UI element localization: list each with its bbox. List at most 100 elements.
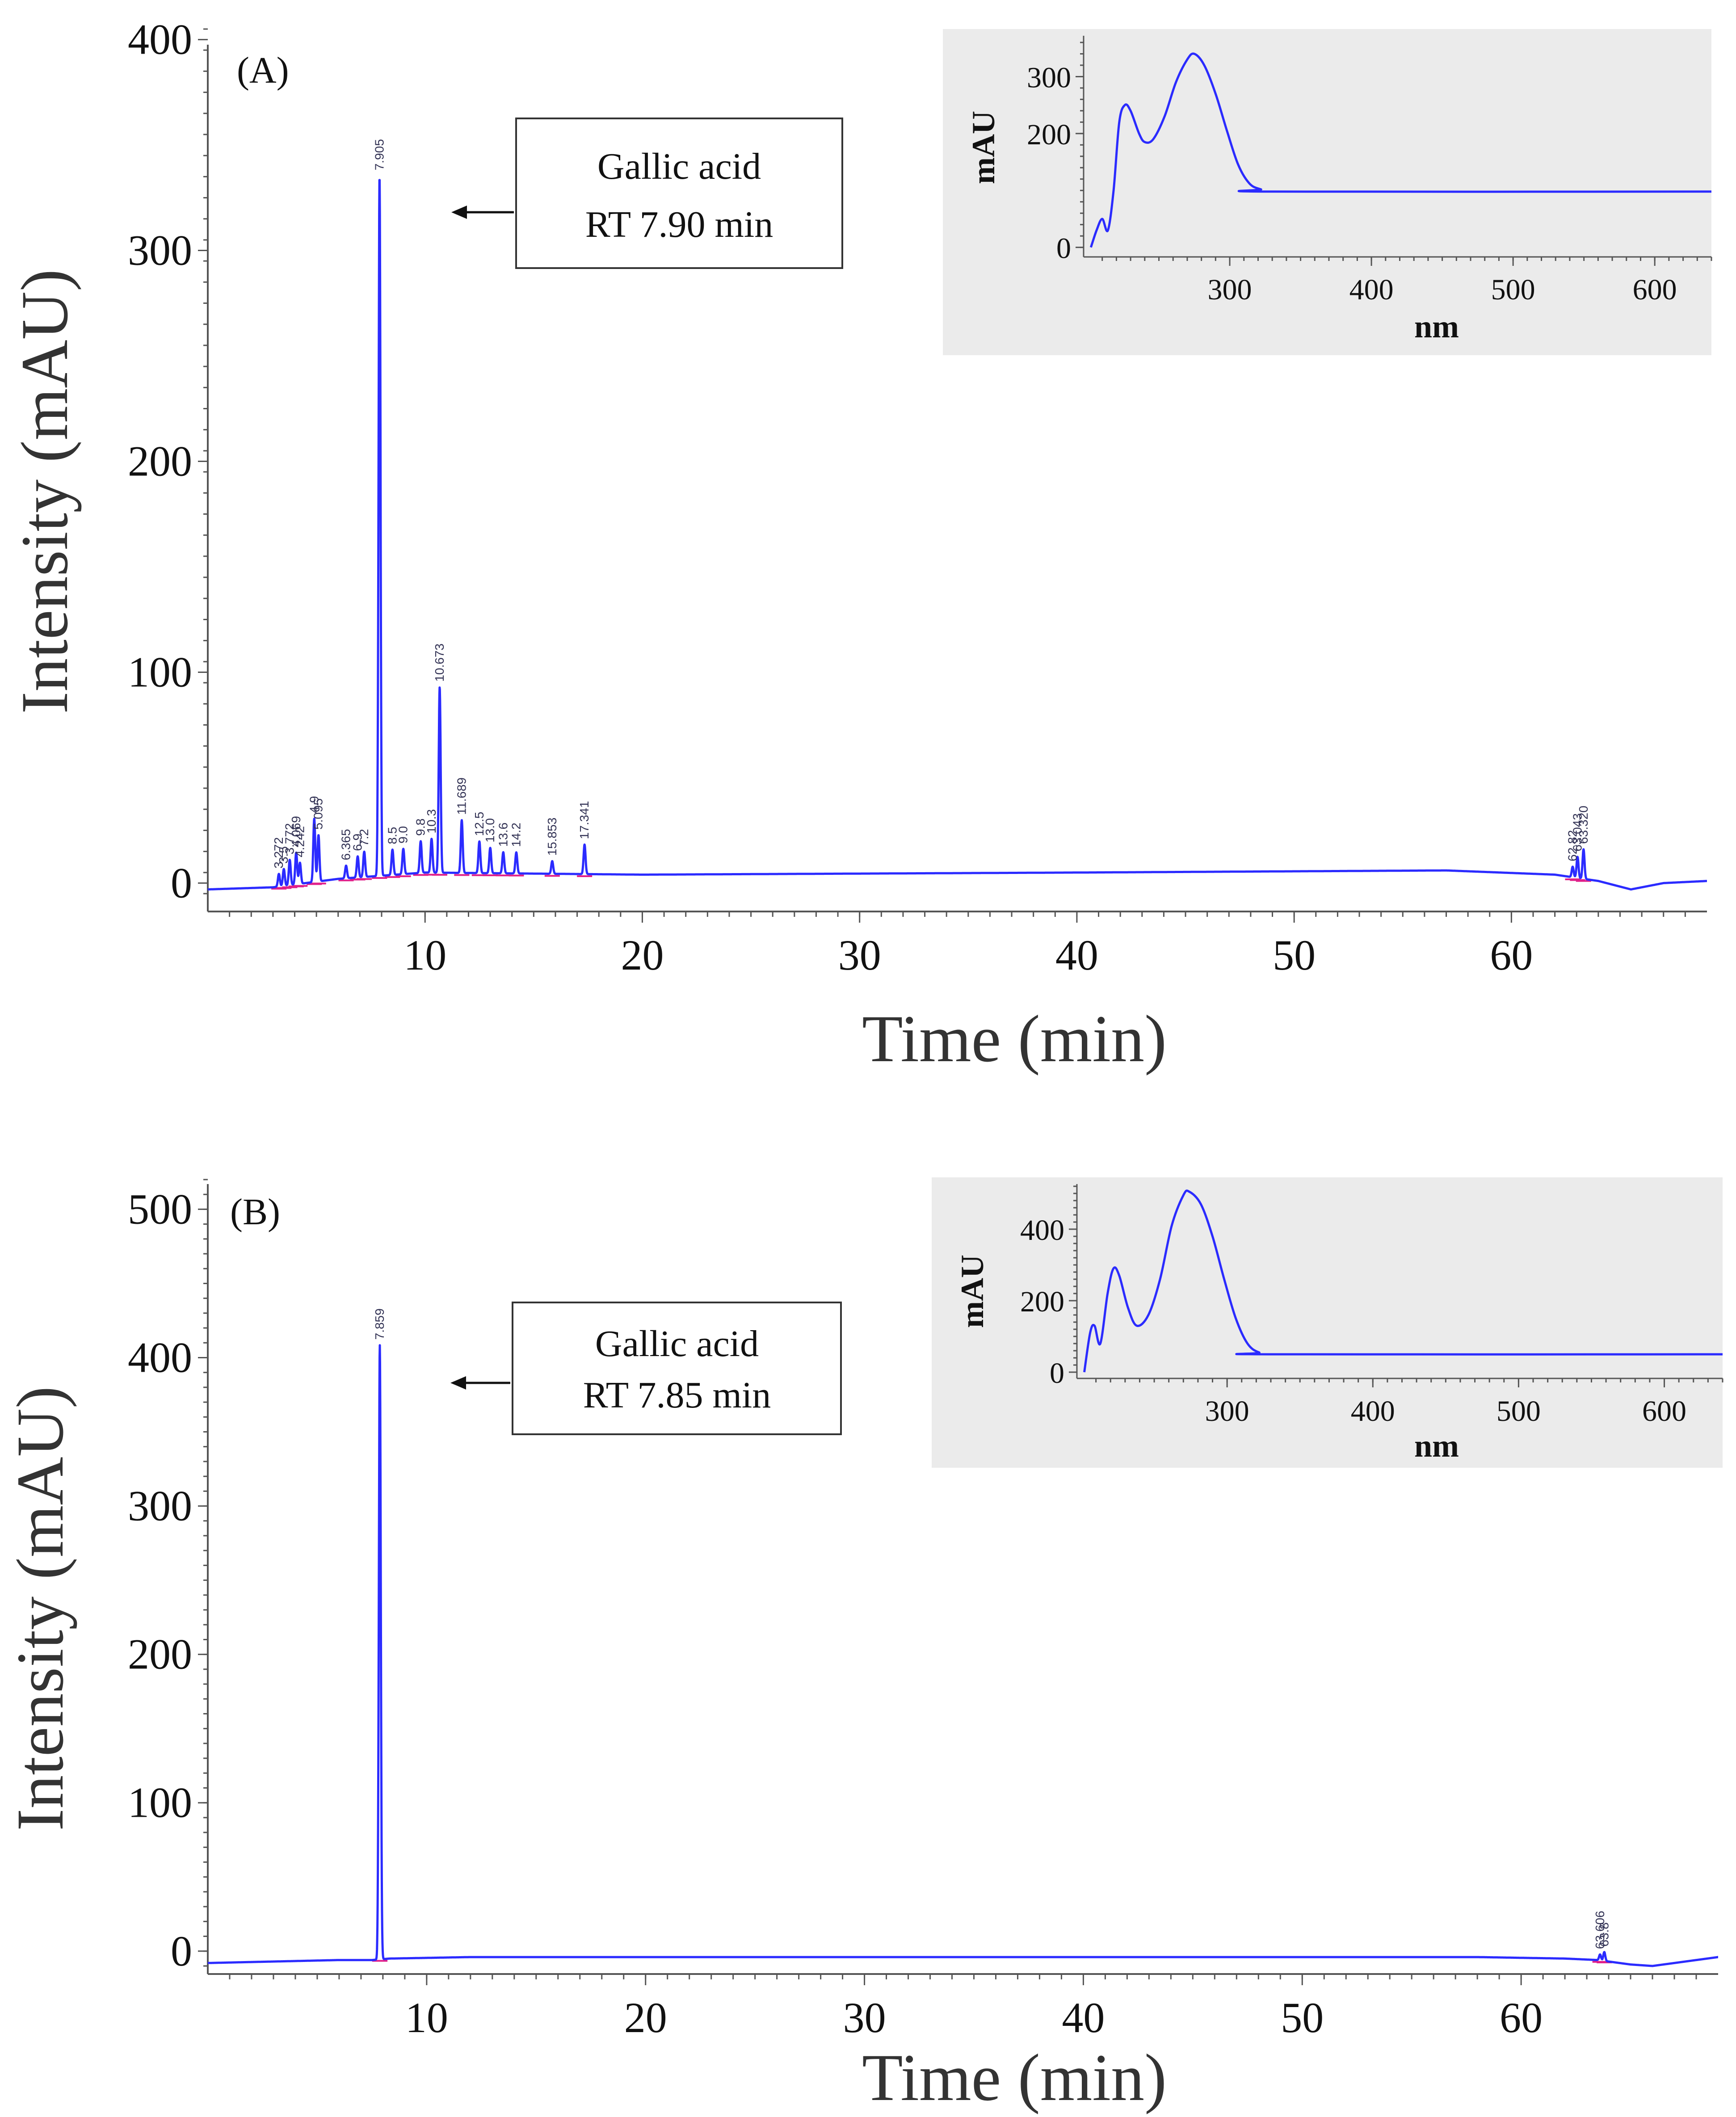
peak-rt-label: 4.242	[293, 826, 307, 857]
y-tick-label: 100	[128, 648, 192, 696]
panel-a-peak-labels: 3.2723.53.7724.0694.2424.95.0956.3656.97…	[272, 139, 1590, 869]
peak-rt-label: 14.2	[509, 823, 523, 847]
inset-y-tick-label: 0	[1056, 232, 1071, 265]
peak-rt-label: 4.9	[307, 796, 321, 813]
peak-rt-label: 8.5	[385, 827, 399, 844]
panel-a-y-label: Intensity (mAU)	[8, 269, 82, 714]
panel-b-inset-x-label: nm	[1414, 1428, 1459, 1464]
y-tick-label: 100	[128, 1779, 192, 1827]
y-tick-label: 0	[171, 1927, 192, 1975]
y-tick-label: 200	[128, 1630, 192, 1678]
peak-rt-label: 12.5	[472, 812, 486, 836]
inset-x-tick-label: 300	[1208, 273, 1252, 306]
panel-b-integration-baselines	[372, 1960, 1612, 1964]
peak-rt-label: 13.6	[496, 823, 510, 847]
inset-x-tick-label: 600	[1633, 273, 1677, 306]
panel-b-annotation-line-1: Gallic acid	[595, 1323, 759, 1365]
panel-a-inset-y-ticks: 0 200 300	[1027, 42, 1084, 265]
panel-b-trace	[207, 1344, 1719, 1967]
panel-b-label: (B)	[230, 1191, 280, 1233]
peak-rt-label: 3.272	[272, 837, 286, 869]
peak-rt-label: 17.341	[577, 801, 591, 840]
x-tick-label: 10	[404, 931, 446, 979]
inset-x-tick-label: 300	[1205, 1395, 1249, 1428]
inset-x-tick-label: 500	[1496, 1395, 1541, 1428]
x-tick-label: 60	[1490, 931, 1533, 979]
y-tick-label: 300	[128, 227, 192, 274]
peak-rt-label: 63.320	[1576, 806, 1590, 844]
x-tick-label: 40	[1055, 931, 1098, 979]
y-tick-label: 0	[171, 859, 192, 907]
peak-rt-label: 63.8	[1597, 1922, 1611, 1947]
panel-a-x-ticks: 10 20 30 40 50 60	[229, 911, 1686, 979]
panel-a-annotation-arrowhead	[451, 206, 467, 219]
peak-rt-label: 7.2	[357, 829, 371, 846]
panel-b-inset-spectrum	[1083, 1189, 1723, 1373]
panel-a-inset-y-label: mAU	[966, 111, 1001, 184]
inset-x-tick-label: 400	[1351, 1395, 1395, 1428]
peak-rt-label: 7.905	[372, 139, 386, 170]
panel-b-y-label: Intensity (mAU)	[3, 1386, 77, 1831]
x-tick-label: 30	[843, 1994, 886, 2041]
x-tick-label: 50	[1273, 931, 1316, 979]
y-tick-label: 300	[128, 1482, 192, 1530]
y-tick-label: 500	[128, 1185, 192, 1233]
peak-rt-label: 10.3	[425, 809, 438, 834]
x-tick-label: 20	[621, 931, 664, 979]
y-tick-label: 400	[128, 16, 192, 63]
inset-x-tick-label: 400	[1349, 273, 1394, 306]
panel-a-trace	[207, 179, 1708, 891]
inset-y-tick-label: 400	[1020, 1214, 1064, 1247]
panel-a-inset-x-ticks: 300 400 500 600	[1101, 257, 1712, 306]
panel-b-x-ticks: 10 20 30 40 50 60	[229, 1974, 1697, 2041]
panel-b-annotation-box	[512, 1302, 842, 1435]
panel-a-inset-spectrum	[1089, 52, 1712, 248]
x-tick-label: 50	[1281, 1994, 1324, 2041]
peak-rt-label: 10.673	[433, 643, 446, 682]
y-tick-label: 200	[128, 437, 192, 485]
chromatogram-a: (A) 0 100 200 300 400 10 20 30 40 50 60 Intensity…	[8, 16, 1712, 1076]
panel-a-integration-baselines	[271, 874, 1591, 890]
inset-x-tick-label: 600	[1642, 1395, 1686, 1428]
x-tick-label: 40	[1062, 1994, 1105, 2041]
inset-y-tick-label: 300	[1027, 61, 1071, 94]
peak-rt-label: 63.606	[1593, 1911, 1607, 1949]
y-tick-label: 400	[128, 1333, 192, 1381]
panel-a-y-ticks: 0 100 200 300 400	[128, 16, 208, 907]
panel-a-inset-x-label: nm	[1414, 309, 1459, 344]
peak-rt-label: 7.859	[373, 1308, 387, 1340]
panel-a-annotation: Gallic acid RT 7.90 min	[451, 118, 843, 269]
panel-a-annotation-box	[515, 118, 843, 269]
peak-rt-label: 11.689	[454, 777, 468, 815]
inset-y-tick-label: 0	[1050, 1357, 1064, 1390]
peak-rt-label: 62.82	[1566, 830, 1580, 861]
peak-rt-label: 9.0	[396, 826, 410, 844]
panel-b-inset-background	[932, 1177, 1723, 1468]
peak-rt-label: 3.772	[282, 823, 296, 854]
peak-rt-label: 4.069	[289, 816, 303, 847]
peak-rt-label: 6.9	[351, 834, 365, 851]
peak-rt-label: 63.043	[1570, 813, 1584, 852]
panel-b-inset-y-label: mAU	[954, 1255, 990, 1328]
x-tick-label: 10	[405, 1994, 448, 2041]
panel-b-x-label: Time (min)	[862, 2041, 1167, 2115]
peak-rt-label: 3.5	[277, 846, 290, 864]
x-tick-label: 30	[838, 931, 881, 979]
inset-y-tick-label: 200	[1027, 118, 1071, 151]
panel-b-annotation-line-2: RT 7.85 min	[583, 1374, 771, 1416]
panel-a-label: (A)	[237, 50, 289, 91]
inset-x-tick-label: 500	[1491, 273, 1535, 306]
panel-b-y-ticks: 0 100 200 300 400 500	[128, 1179, 208, 1975]
x-tick-label: 60	[1500, 1994, 1543, 2041]
panel-b-inset-y-ticks: 0 200 400	[1020, 1185, 1077, 1390]
panel-b-inset-x-ticks: 300 400 500 600	[1095, 1378, 1723, 1428]
panel-a-annotation-line-1: Gallic acid	[597, 146, 761, 187]
inset-y-tick-label: 200	[1020, 1285, 1064, 1318]
peak-rt-label: 9.8	[414, 819, 428, 836]
peak-rt-label: 5.095	[311, 798, 325, 830]
peak-rt-label: 13.0	[483, 818, 497, 843]
panel-b-uv-spectrum-inset: 0 200 400 300 400 500 600 mAU nm	[932, 1177, 1723, 1468]
panel-b-annotation-arrowhead	[450, 1376, 466, 1390]
